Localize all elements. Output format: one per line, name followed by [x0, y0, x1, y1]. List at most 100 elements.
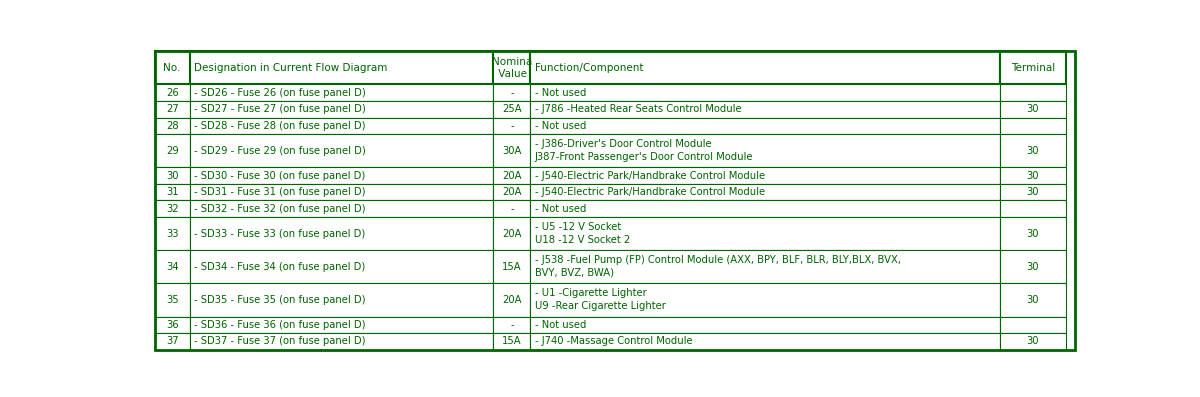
Text: 37: 37	[166, 336, 179, 346]
Bar	[493, 283, 530, 316]
Text: - Not used: - Not used	[535, 88, 587, 98]
Bar	[190, 134, 493, 167]
Bar	[1000, 51, 1066, 85]
Bar	[530, 101, 1000, 118]
Text: 30: 30	[1027, 171, 1039, 181]
Text: -: -	[510, 204, 514, 214]
Bar	[1000, 333, 1066, 350]
Text: - J386-Driver's Door Control Module
J387-Front Passenger's Door Control Module: - J386-Driver's Door Control Module J387…	[535, 139, 754, 162]
Text: - SD31 - Fuse 31 (on fuse panel D): - SD31 - Fuse 31 (on fuse panel D)	[194, 187, 366, 197]
Bar	[155, 333, 190, 350]
Bar	[155, 200, 190, 217]
Bar	[1000, 250, 1066, 283]
Text: 30: 30	[1027, 146, 1039, 156]
Bar	[190, 167, 493, 184]
Bar	[493, 101, 530, 118]
Text: 30: 30	[1027, 336, 1039, 346]
Bar	[530, 250, 1000, 283]
Bar	[155, 118, 190, 134]
Text: 28: 28	[166, 121, 179, 131]
Text: Function/Component: Function/Component	[535, 63, 643, 73]
Text: - Not used: - Not used	[535, 320, 587, 330]
Bar	[190, 217, 493, 250]
Bar	[190, 333, 493, 350]
Bar	[190, 51, 493, 85]
Text: - SD28 - Fuse 28 (on fuse panel D): - SD28 - Fuse 28 (on fuse panel D)	[194, 121, 366, 131]
Text: 30: 30	[166, 171, 179, 181]
Bar	[493, 316, 530, 333]
Text: - J538 -Fuel Pump (FP) Control Module (AXX, BPY, BLF, BLR, BLY,BLX, BVX,
BVY, BV: - J538 -Fuel Pump (FP) Control Module (A…	[535, 255, 901, 278]
Text: 20A: 20A	[502, 229, 522, 239]
Bar	[530, 283, 1000, 316]
Bar	[155, 101, 190, 118]
Bar	[493, 118, 530, 134]
Bar	[1000, 184, 1066, 200]
Text: - SD37 - Fuse 37 (on fuse panel D): - SD37 - Fuse 37 (on fuse panel D)	[194, 336, 366, 346]
Bar	[155, 283, 190, 316]
Bar	[493, 85, 530, 101]
Text: -: -	[510, 320, 514, 330]
Text: 20A: 20A	[502, 187, 522, 197]
Text: 30: 30	[1027, 229, 1039, 239]
Text: 30: 30	[1027, 104, 1039, 114]
Bar	[190, 283, 493, 316]
Bar	[493, 333, 530, 350]
Bar	[1000, 85, 1066, 101]
Bar	[1000, 134, 1066, 167]
Bar	[530, 200, 1000, 217]
Text: -: -	[510, 121, 514, 131]
Bar	[530, 333, 1000, 350]
Text: - SD34 - Fuse 34 (on fuse panel D): - SD34 - Fuse 34 (on fuse panel D)	[194, 262, 366, 272]
Text: - Not used: - Not used	[535, 121, 587, 131]
Text: 20A: 20A	[502, 295, 522, 305]
Text: 27: 27	[166, 104, 179, 114]
Text: 15A: 15A	[502, 336, 522, 346]
Text: Terminal: Terminal	[1010, 63, 1055, 73]
Bar	[155, 167, 190, 184]
Bar	[155, 51, 190, 85]
Bar	[493, 184, 530, 200]
Bar	[530, 184, 1000, 200]
Text: 32: 32	[166, 204, 179, 214]
Text: 33: 33	[166, 229, 179, 239]
Bar	[530, 85, 1000, 101]
Bar	[155, 184, 190, 200]
Bar	[1000, 217, 1066, 250]
Text: - SD29 - Fuse 29 (on fuse panel D): - SD29 - Fuse 29 (on fuse panel D)	[194, 146, 366, 156]
Bar	[530, 51, 1000, 85]
Bar	[1000, 101, 1066, 118]
Bar	[155, 316, 190, 333]
Bar	[1000, 283, 1066, 316]
Text: 30: 30	[1027, 187, 1039, 197]
Bar	[530, 167, 1000, 184]
Text: 30: 30	[1027, 295, 1039, 305]
Text: No.: No.	[163, 63, 181, 73]
Bar	[530, 217, 1000, 250]
Bar	[493, 167, 530, 184]
Text: - SD26 - Fuse 26 (on fuse panel D): - SD26 - Fuse 26 (on fuse panel D)	[194, 88, 366, 98]
Text: - SD32 - Fuse 32 (on fuse panel D): - SD32 - Fuse 32 (on fuse panel D)	[194, 204, 366, 214]
Text: 30A: 30A	[502, 146, 522, 156]
Bar	[155, 85, 190, 101]
Text: - J786 -Heated Rear Seats Control Module: - J786 -Heated Rear Seats Control Module	[535, 104, 742, 114]
Bar	[190, 200, 493, 217]
Text: - J740 -Massage Control Module: - J740 -Massage Control Module	[535, 336, 692, 346]
Text: 25A: 25A	[502, 104, 522, 114]
Text: - U5 -12 V Socket
U18 -12 V Socket 2: - U5 -12 V Socket U18 -12 V Socket 2	[535, 222, 630, 245]
Bar	[493, 200, 530, 217]
Bar	[493, 51, 530, 85]
Bar	[155, 217, 190, 250]
Bar	[190, 101, 493, 118]
Text: - SD27 - Fuse 27 (on fuse panel D): - SD27 - Fuse 27 (on fuse panel D)	[194, 104, 366, 114]
Bar	[493, 250, 530, 283]
Text: Designation in Current Flow Diagram: Designation in Current Flow Diagram	[194, 63, 388, 73]
Bar	[493, 217, 530, 250]
Text: 26: 26	[166, 88, 179, 98]
Text: - SD33 - Fuse 33 (on fuse panel D): - SD33 - Fuse 33 (on fuse panel D)	[194, 229, 366, 239]
Text: 15A: 15A	[502, 262, 522, 272]
Text: 36: 36	[166, 320, 179, 330]
Bar	[155, 134, 190, 167]
Bar	[190, 250, 493, 283]
Text: - Not used: - Not used	[535, 204, 587, 214]
Bar	[190, 118, 493, 134]
